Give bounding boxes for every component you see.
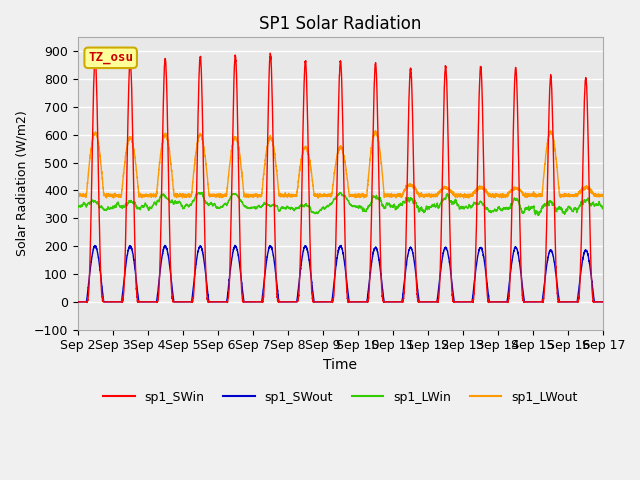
X-axis label: Time: Time	[323, 358, 358, 372]
Title: SP1 Solar Radiation: SP1 Solar Radiation	[259, 15, 422, 33]
Legend: sp1_SWin, sp1_SWout, sp1_LWin, sp1_LWout: sp1_SWin, sp1_SWout, sp1_LWin, sp1_LWout	[99, 385, 582, 408]
Y-axis label: Solar Radiation (W/m2): Solar Radiation (W/m2)	[15, 111, 28, 256]
Text: TZ_osu: TZ_osu	[88, 51, 133, 64]
